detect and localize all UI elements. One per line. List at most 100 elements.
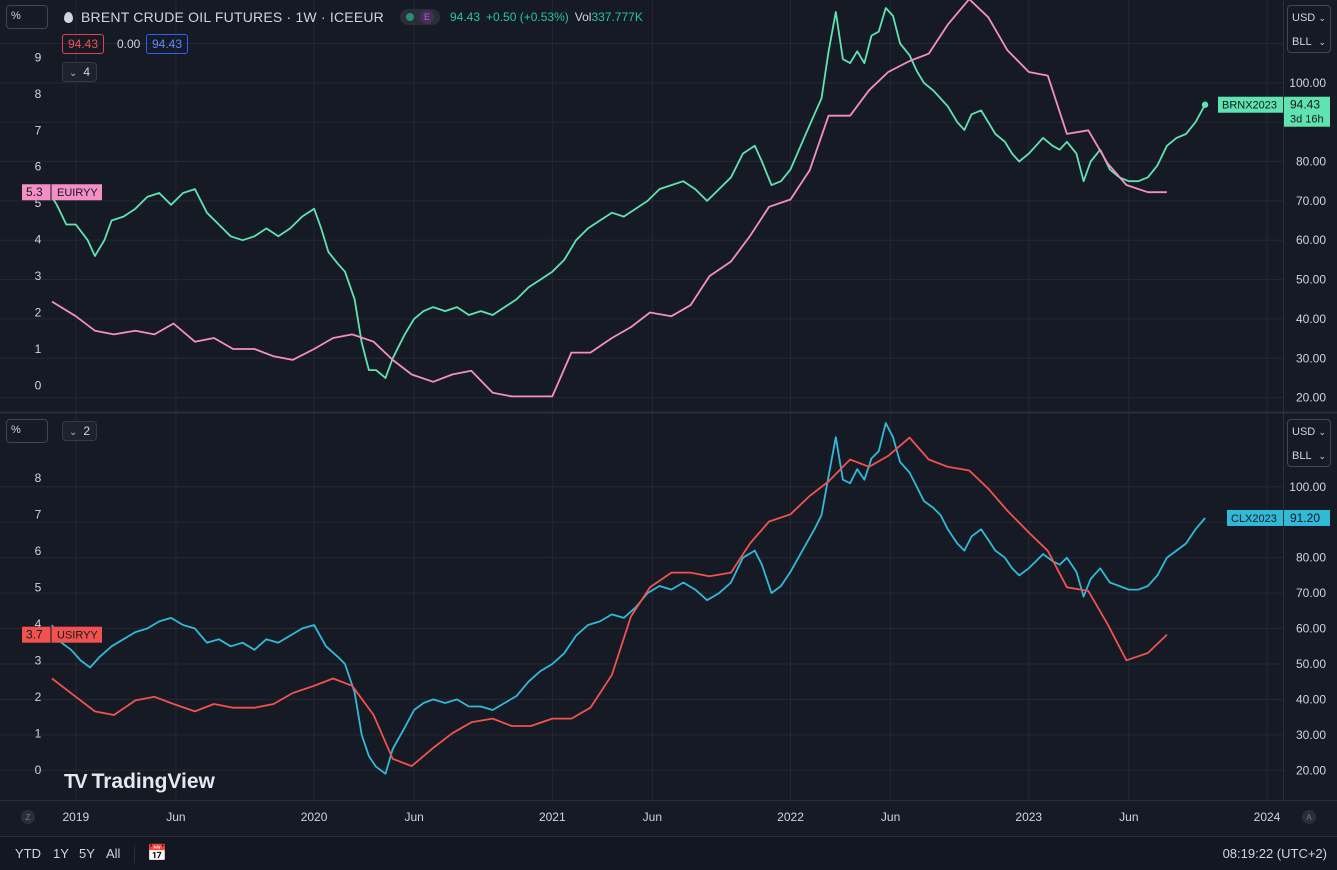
range-all-button[interactable]: All (106, 846, 121, 861)
symbol-title[interactable]: BRENT CRUDE OIL FUTURES · 1W · ICEEUR (81, 9, 384, 25)
left-axis-tick-label: 4 (35, 233, 42, 247)
chevron-down-icon: ⌄ (1318, 37, 1326, 47)
right-axis-tick-label: 80.00 (1296, 155, 1326, 169)
left-axis-tick-label: 8 (35, 87, 42, 101)
tradingview-logo: TV TradingView (64, 770, 215, 793)
chevron-down-icon: ⌄ (1318, 451, 1326, 461)
top-currency-select[interactable]: USD ⌄ (1288, 6, 1330, 30)
top-scale-mode-button[interactable]: % (6, 5, 48, 29)
left-axis-tick-label: 9 (35, 50, 42, 64)
chart-canvas: 01234567891020.0030.0040.0050.0060.0070.… (0, 0, 1337, 836)
series-name-label: BRNX2023 (1222, 100, 1277, 112)
series-name-label: EUIRYY (57, 187, 98, 199)
x-tick-label: 2023 (1015, 810, 1042, 824)
right-axis-tick-label: 80.00 (1296, 551, 1326, 565)
top-collapse-indicators[interactable]: ⌄ 4 (62, 62, 98, 82)
price-change: +0.50 (+0.53%) (486, 10, 569, 24)
legend-blue-value[interactable]: 94.43 (146, 34, 189, 54)
left-axis-tick-label: 7 (35, 123, 42, 137)
series-name-tag (1227, 509, 1283, 526)
right-axis-tick-label: 20.00 (1296, 391, 1326, 405)
left-axis-tick-label: 5 (35, 196, 42, 210)
x-tick-label: 2021 (539, 810, 566, 824)
bottom-toolbar: YTD 1Y 5Y All 📅 08:19:22 (UTC+2) (0, 836, 1337, 870)
x-tick-label: Jun (166, 810, 185, 824)
series-name-tag (22, 184, 102, 201)
bottom-scale-mode-button[interactable]: % (6, 419, 48, 443)
chart-background (0, 0, 1337, 836)
x-tick-label: 2024 (1254, 810, 1281, 824)
left-axis-tick-label: 1 (35, 726, 42, 740)
auto-scale-z-button[interactable]: Z (21, 810, 35, 824)
oil-drop-icon (64, 11, 73, 23)
right-axis-tick-label: 60.00 (1296, 233, 1326, 247)
x-tick-label: 2019 (62, 810, 89, 824)
left-axis-tick-label: 2 (35, 690, 42, 704)
right-axis-tick-label: 20.00 (1296, 763, 1326, 777)
series-line-clx2023 (51, 422, 1206, 775)
market-open-dot-icon (405, 13, 414, 21)
right-axis-tick-label: 30.00 (1296, 728, 1326, 742)
right-axis-tick-label: 100.00 (1289, 76, 1326, 90)
x-tick-label: Jun (404, 810, 423, 824)
range-5y-button[interactable]: 5Y (79, 846, 95, 861)
toolbar-divider (134, 845, 135, 863)
series-name-label: CLX2023 (1231, 513, 1277, 525)
last-price-tag (1284, 96, 1330, 127)
market-status-pill[interactable]: E (399, 9, 440, 25)
x-tick-label: Jun (643, 810, 662, 824)
right-axis-tick-label: 70.00 (1296, 194, 1326, 208)
series-name-tag (1218, 96, 1283, 113)
left-axis-tick-label: 5 (35, 580, 42, 594)
legend-mid-value: 0.00 (117, 37, 141, 51)
x-tick-label: 2020 (301, 810, 328, 824)
right-axis-tick-label: 70.00 (1296, 586, 1326, 600)
top-unit-select[interactable]: BLL ⌄ (1288, 30, 1330, 54)
left-axis-tick-label: 4 (35, 617, 42, 631)
left-axis-tick-label: 6 (35, 544, 42, 558)
countdown-label: 3d 16h (1290, 114, 1324, 126)
left-axis-tick-label: 8 (35, 471, 42, 485)
series-value-label: 3.7 (26, 628, 43, 642)
x-tick-label: Jun (1119, 810, 1138, 824)
series-last-point (1201, 101, 1209, 108)
left-axis-tick-label: 0 (35, 763, 42, 777)
symbol-header: BRENT CRUDE OIL FUTURES · 1W · ICEEUR E … (64, 7, 643, 27)
clock[interactable]: 08:19:22 (UTC+2) (1222, 846, 1327, 861)
left-axis-tick-label: 0 (35, 378, 42, 392)
left-axis-tick-label: 1 (35, 342, 42, 356)
last-price-tag (1284, 509, 1330, 526)
volume-label: Vol (574, 10, 592, 24)
left-axis-tick-label: 3 (35, 269, 42, 283)
goto-date-icon[interactable]: 📅 (147, 845, 167, 862)
right-axis-tick-label: 40.00 (1296, 692, 1326, 706)
bottom-unit-selector[interactable]: USD ⌄ BLL ⌄ (1287, 419, 1331, 467)
x-tick-label: 2022 (777, 810, 804, 824)
bottom-collapse-indicators[interactable]: ⌄ 2 (62, 421, 98, 441)
last-price-label: 94.43 (1290, 98, 1320, 112)
volume-value: 337.777K (591, 10, 643, 24)
series-line-euiryy (51, 0, 1167, 398)
right-axis-tick-label: 60.00 (1296, 622, 1326, 636)
x-tick-label: Jun (881, 810, 900, 824)
bottom-currency-select[interactable]: USD ⌄ (1288, 420, 1330, 444)
top-unit-selector[interactable]: USD ⌄ BLL ⌄ (1287, 5, 1331, 53)
chevron-down-icon: ⌄ (69, 68, 78, 79)
range-ytd-button[interactable]: YTD (15, 846, 41, 861)
chevron-down-icon: ⌄ (69, 427, 78, 438)
chevron-down-icon: ⌄ (1318, 427, 1326, 437)
right-axis-tick-label: 100.00 (1289, 480, 1326, 494)
legend-red-value[interactable]: 94.43 (62, 34, 105, 54)
bottom-unit-select[interactable]: BLL ⌄ (1288, 444, 1330, 468)
right-axis-tick-label: 30.00 (1296, 351, 1326, 365)
tradingview-logo-icon: TV (64, 770, 88, 793)
left-axis-tick-label: 6 (35, 160, 42, 174)
range-1y-button[interactable]: 1Y (53, 846, 69, 861)
chevron-down-icon: ⌄ (1318, 13, 1326, 23)
right-axis-tick-label: 40.00 (1296, 312, 1326, 326)
auto-scale-a-button[interactable]: A (1302, 810, 1316, 824)
last-price-label: 91.20 (1290, 511, 1320, 525)
left-axis-tick-label: 2 (35, 306, 42, 320)
series-value-label: 5.3 (26, 185, 43, 199)
earnings-icon: E (419, 10, 434, 24)
